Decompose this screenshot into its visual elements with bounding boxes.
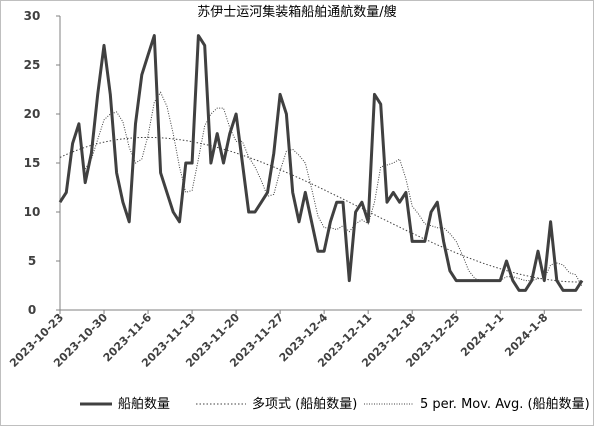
x-tick-label: 2024-1-1 [458,311,506,359]
y-tick-label: 0 [28,303,36,317]
y-tick-label: 5 [28,254,36,268]
series-layer [58,34,584,292]
chart-title: 苏伊士运河集装箱船舶通航数量/艘 [197,4,396,20]
y-tick-label: 10 [24,205,41,219]
ship-count-line [58,34,584,292]
x-axis-ticks: 2023-10-232023-10-302023-11-62023-11-132… [7,310,550,370]
legend: 船舶数量 多项式 (船舶数量) 5 per. Mov. Avg. (船舶数量) [80,396,590,412]
y-tick-label: 15 [24,156,41,170]
y-tick-label: 30 [24,9,41,23]
legend-label: 5 per. Mov. Avg. (船舶数量) [420,396,590,412]
legend-label: 船舶数量 [118,396,170,412]
y-tick-label: 25 [24,58,41,72]
x-tick-label: 2024-1-8 [502,311,550,359]
y-axis-ticks: 0 5 10 15 20 25 30 [24,9,60,317]
polynomial-trend-line [59,136,583,283]
legend-label: 多项式 (船舶数量) [252,396,357,412]
y-tick-label: 20 [24,107,41,121]
moving-average-line [84,91,583,287]
